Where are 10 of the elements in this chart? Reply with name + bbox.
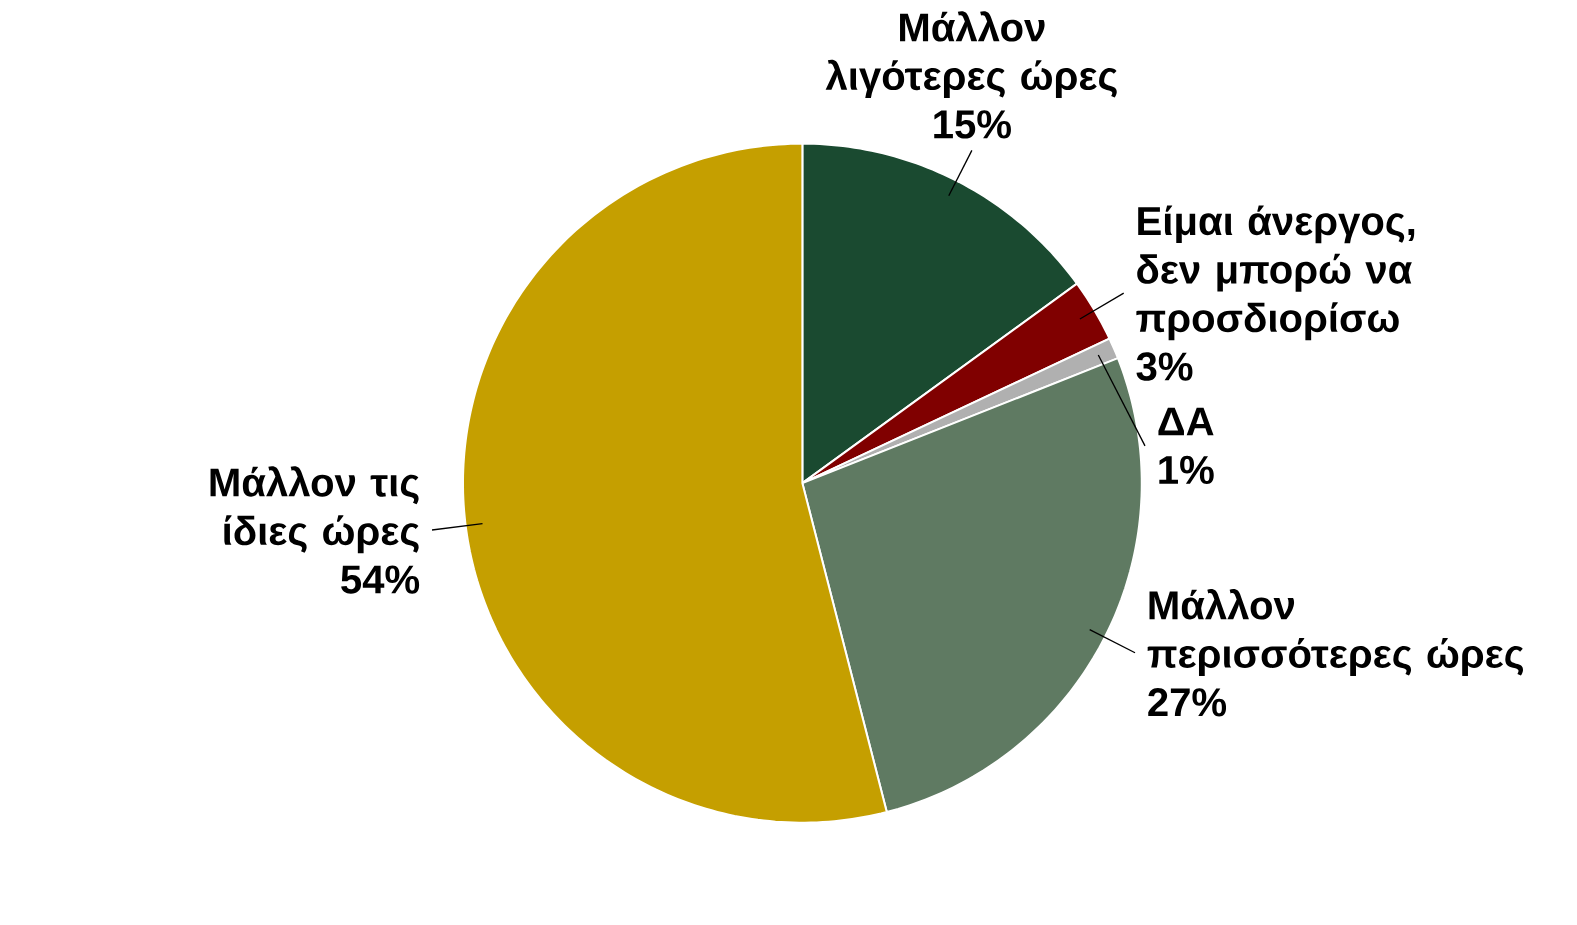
data-label: 3% xyxy=(1136,352,1193,382)
slice-label: Μάλλον λιγότερες ώρες xyxy=(825,11,1117,99)
slice-label: Μάλλον περισσότερες ώρες xyxy=(1147,589,1524,677)
data-label: 1% xyxy=(1159,456,1214,485)
slice-label: ΔΑ xyxy=(1158,407,1214,436)
data-label: 15% xyxy=(934,110,1011,139)
slice-label: Μάλλον τις ίδιες ώρες xyxy=(210,466,419,554)
slice-label: Είμαι άνεργος, δεν μπορώ να προσδιορίσω xyxy=(1136,205,1415,341)
data-label: 27% xyxy=(1148,688,1227,717)
data-label: 54% xyxy=(341,565,420,594)
